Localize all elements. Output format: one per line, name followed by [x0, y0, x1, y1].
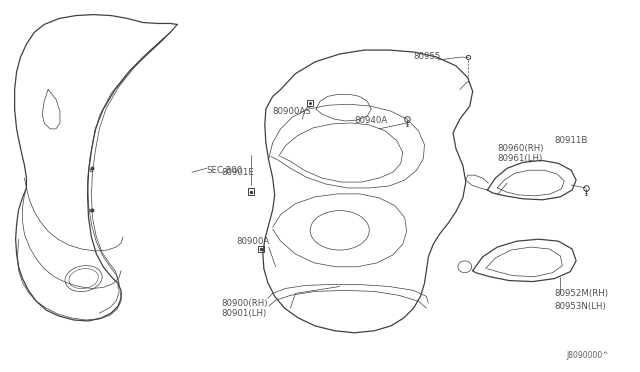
Text: 80960(RH): 80960(RH) [497, 144, 544, 153]
Text: 80953N(LH): 80953N(LH) [554, 302, 606, 311]
Text: 80901E: 80901E [221, 168, 254, 177]
Text: 80955: 80955 [413, 52, 441, 61]
Text: 80961(LH): 80961(LH) [497, 154, 543, 163]
Bar [258, 246, 264, 252]
Text: SEC.800: SEC.800 [207, 166, 243, 175]
Text: 80900AS: 80900AS [273, 107, 312, 116]
Text: 80901(LH): 80901(LH) [221, 308, 267, 318]
Text: 80952M(RH): 80952M(RH) [554, 289, 609, 298]
Text: 80900(RH): 80900(RH) [221, 299, 268, 308]
Bar [248, 189, 255, 195]
Text: J8090000^: J8090000^ [566, 351, 609, 360]
Text: 80940A: 80940A [355, 116, 388, 125]
Text: 80911B: 80911B [554, 136, 588, 145]
Text: 80900A: 80900A [236, 237, 269, 246]
